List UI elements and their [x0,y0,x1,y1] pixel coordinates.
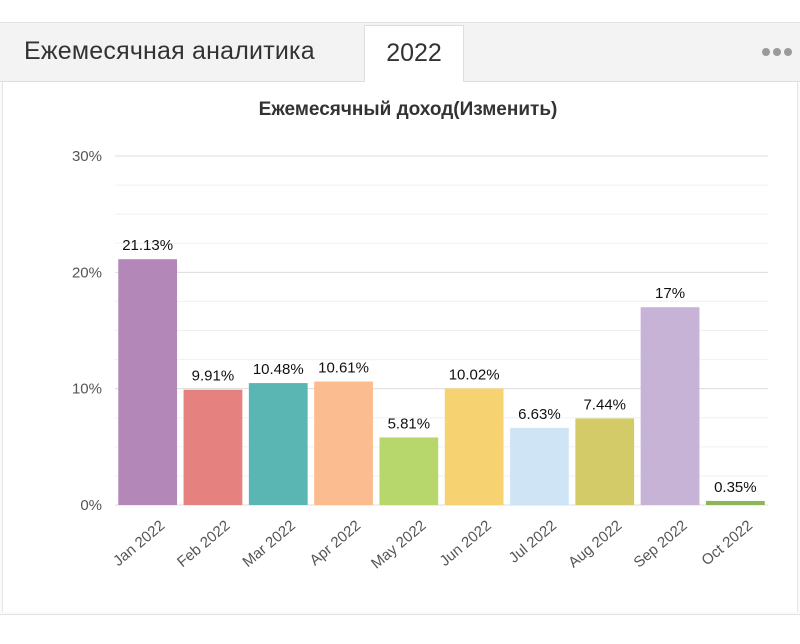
data-label: 21.13% [122,237,173,254]
bar [183,389,243,505]
tab-bar: Ежемесячная аналитика 2022 [0,22,800,83]
bar [118,259,178,505]
bar [705,500,765,505]
x-tick-label: Sep 2022 [630,517,690,571]
data-label: 17% [655,285,685,302]
bar [640,307,700,505]
bar [575,418,635,505]
bar [510,427,569,505]
data-label: 10.48% [253,361,304,378]
x-tick-label: Jan 2022 [110,517,168,570]
x-tick-label: Jul 2022 [506,517,560,566]
x-tick-label: Mar 2022 [239,517,298,571]
bar [444,388,504,505]
bar [314,381,373,505]
tab-year[interactable]: 2022 [364,25,464,83]
y-tick-label: 30% [72,148,102,165]
data-label: 7.44% [583,396,626,413]
more-horizontal-icon[interactable] [760,39,794,63]
x-tick-label: Aug 2022 [565,517,625,571]
x-tick-label: May 2022 [368,517,429,572]
bottom-strip [0,614,800,644]
x-tick-label: Oct 2022 [698,517,756,569]
data-label: 10.61% [318,360,369,377]
data-label: 10.02% [449,366,500,383]
chart-title: Ежемесячный доход(Изменить) [258,99,558,120]
data-label: 5.81% [388,415,431,432]
page-title: Ежемесячная аналитика [24,37,315,65]
x-tick-label: Jun 2022 [437,517,495,570]
data-label: 0.35% [714,479,757,496]
y-tick-label: 10% [72,381,102,398]
y-tick-label: 0% [80,497,102,514]
x-tick-label: Feb 2022 [174,517,233,571]
bar [248,383,308,505]
data-label: 6.63% [518,406,561,423]
x-tick-label: Apr 2022 [307,517,365,569]
data-label: 9.91% [192,368,235,385]
y-tick-label: 20% [72,264,102,281]
bar [379,437,439,505]
